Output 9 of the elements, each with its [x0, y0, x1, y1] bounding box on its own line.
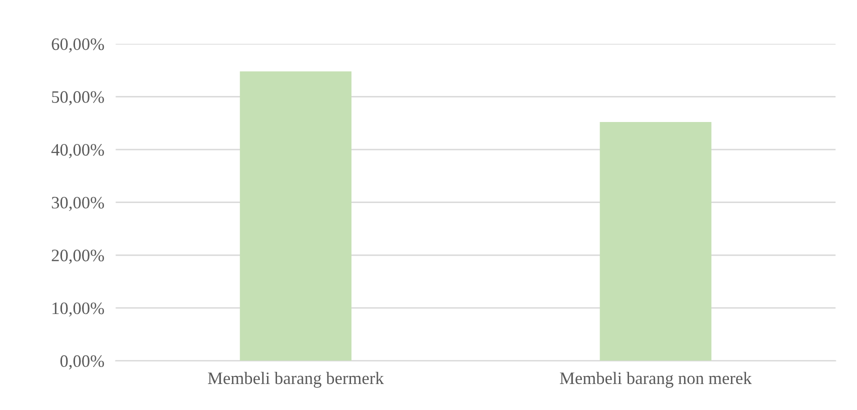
x-tick-label: Membeli barang non merek [560, 372, 752, 388]
x-tick-label: Membeli barang bermerk [208, 372, 384, 388]
y-tick-label: 20,00% [52, 250, 104, 264]
y-tick-label: 40,00% [51, 144, 104, 158]
y-tick-label: 50,00% [52, 91, 104, 106]
y-tick-label: 0,00% [60, 355, 104, 370]
y-tick-label: 60,00% [52, 38, 104, 53]
y-tick-label: 10,00% [52, 302, 104, 317]
y-tick-label: 30,00% [52, 196, 104, 212]
